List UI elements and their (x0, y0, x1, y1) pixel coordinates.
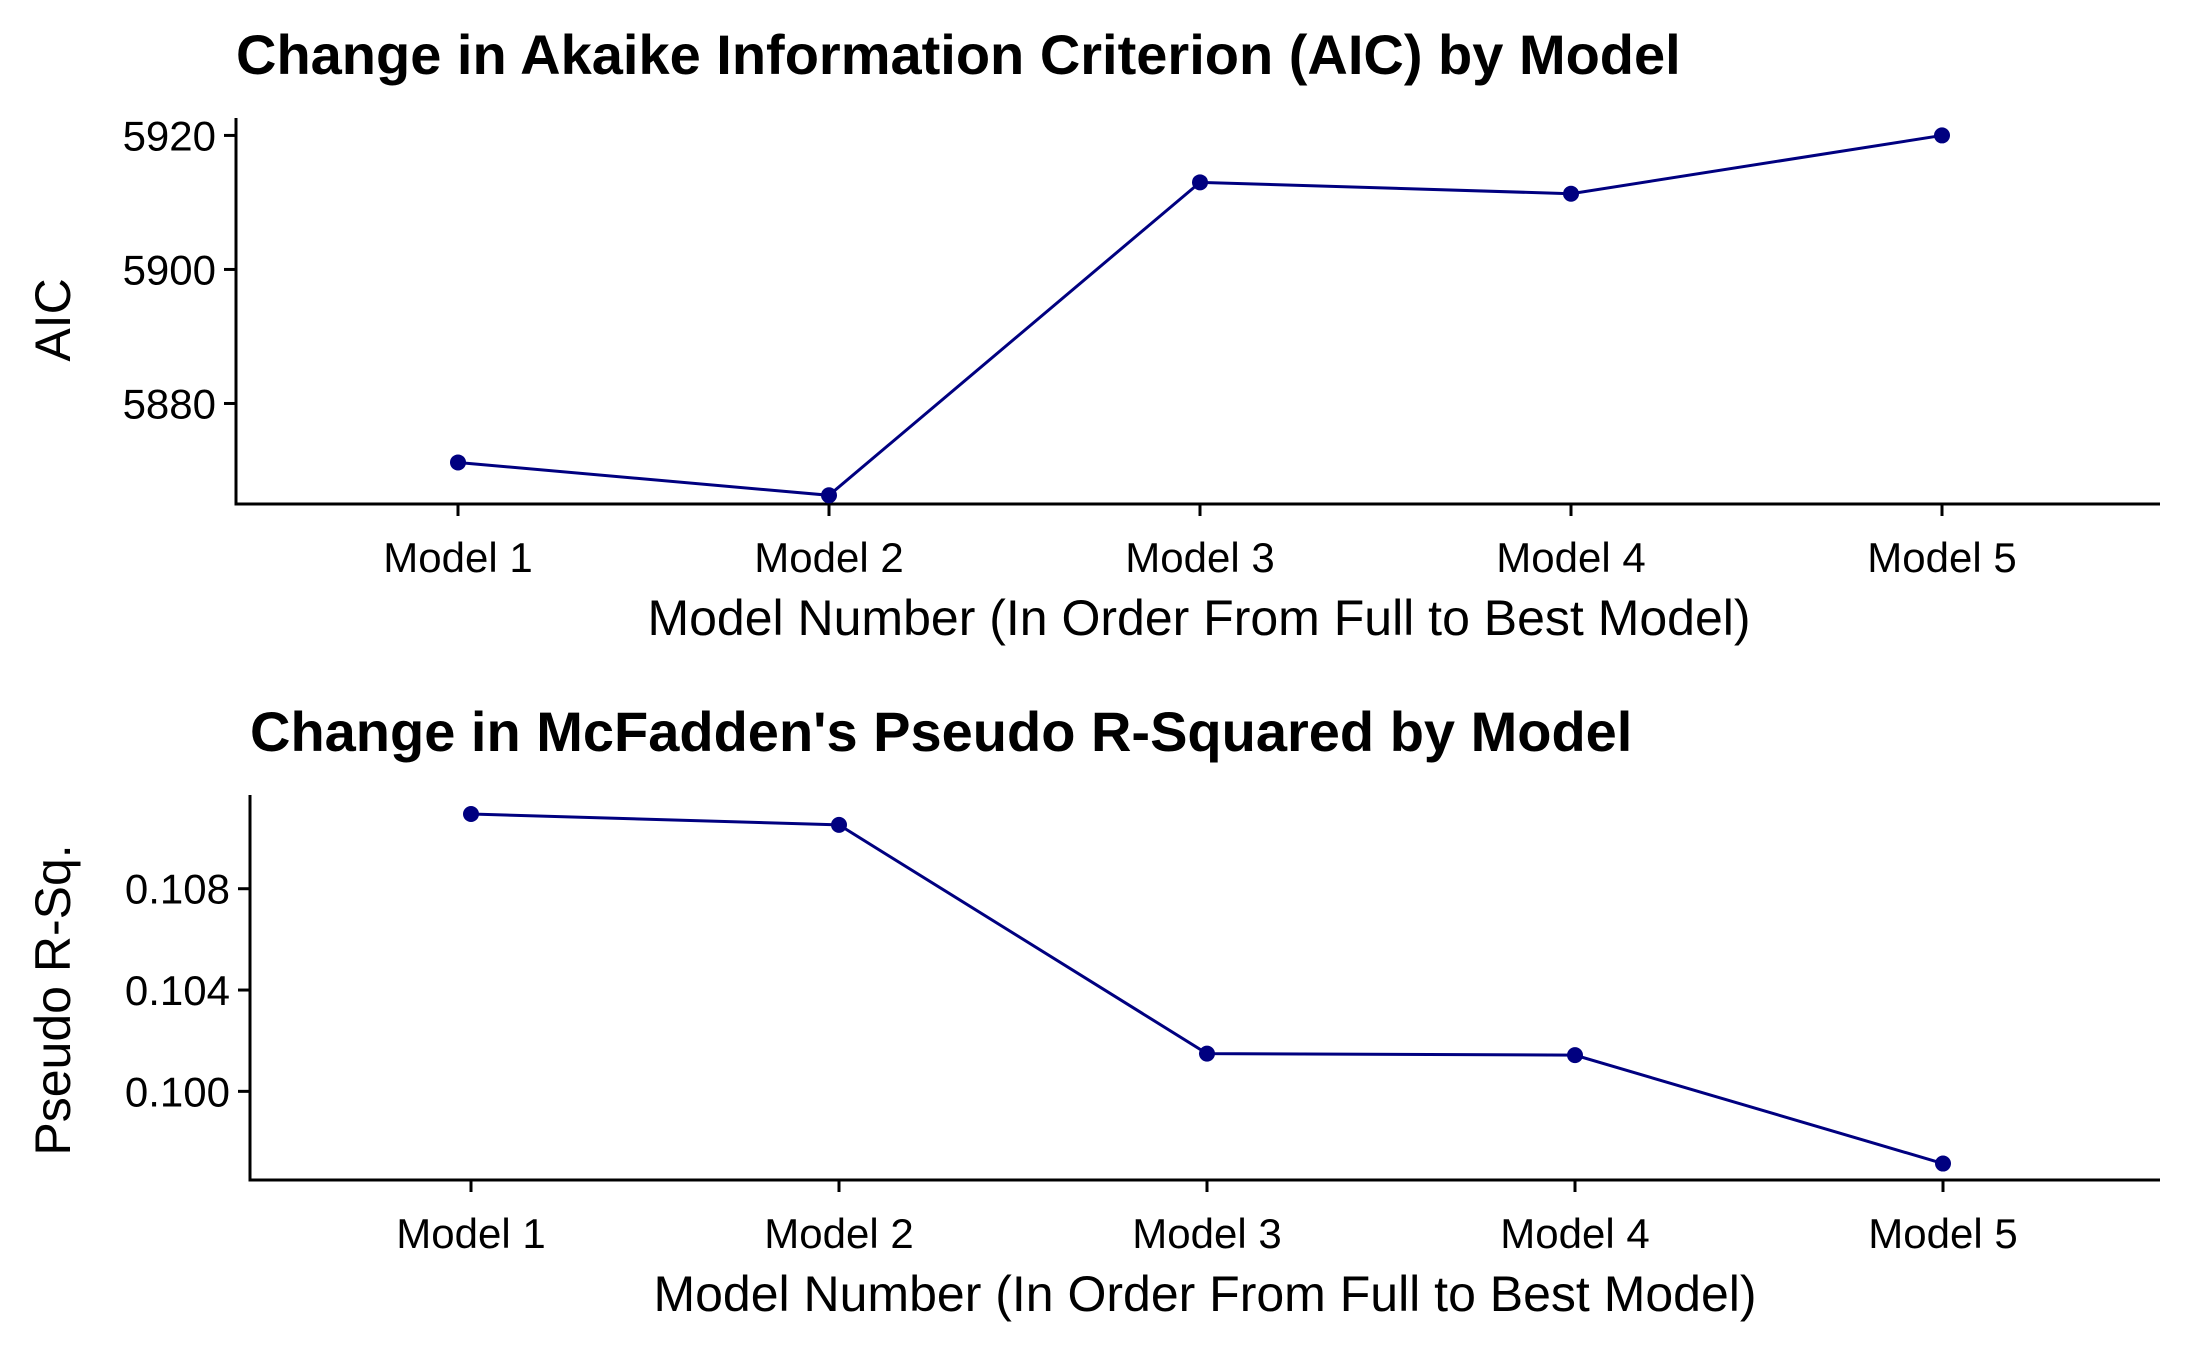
aic-data-point (1563, 185, 1579, 202)
pseudo-r2-series (463, 805, 1951, 1172)
aic-x-ticks: Model 1 Model 2 Model 3 Model 4 Model 5 (383, 504, 2017, 581)
pseudo-r2-data-point (1199, 1045, 1215, 1062)
aic-x-axis-title: Model Number (In Order From Full to Best… (647, 590, 1750, 646)
pseudo-r2-x-axis-title: Model Number (In Order From Full to Best… (653, 1266, 1756, 1322)
pseudo-r2-x-ticks: Model 1 Model 2 Model 3 Model 4 Model 5 (396, 1180, 2018, 1257)
pseudo-r2-x-tick-label: Model 5 (1868, 1210, 2017, 1257)
aic-axes (234, 118, 2160, 506)
aic-x-tick-label: Model 4 (1496, 534, 1645, 581)
aic-data-point (450, 454, 466, 471)
pseudo-r2-axis-lines (248, 795, 2160, 1182)
aic-data-point (1934, 127, 1950, 144)
pseudo-r2-data-point (463, 805, 479, 822)
pseudo-r2-y-tick-label: 0.108 (125, 866, 230, 913)
pseudo-r2-y-axis-title: Pseudo R-Sq. (25, 844, 81, 1155)
aic-x-tick-label: Model 1 (383, 534, 532, 581)
aic-y-tick-label: 5900 (123, 246, 216, 293)
aic-axis-lines (234, 118, 2160, 506)
pseudo-r2-chart-panel: Change in McFadden's Pseudo R-Squared by… (25, 700, 2160, 1322)
pseudo-r2-x-tick-label: Model 2 (764, 1210, 913, 1257)
aic-y-tick-label: 5880 (123, 380, 216, 427)
aic-chart-panel: Change in Akaike Information Criterion (… (25, 23, 2160, 646)
pseudo-r2-y-tick-label: 0.104 (125, 967, 230, 1014)
aic-y-axis-title: AIC (25, 278, 81, 361)
pseudo-r2-x-tick-label: Model 4 (1500, 1210, 1649, 1257)
aic-chart-title: Change in Akaike Information Criterion (… (236, 23, 1681, 86)
pseudo-r2-data-point (831, 816, 847, 833)
pseudo-r2-y-tick-label: 0.100 (125, 1068, 230, 1115)
pseudo-r2-x-tick-label: Model 3 (1132, 1210, 1281, 1257)
pseudo-r2-y-ticks: 0.100 0.104 0.108 (125, 866, 250, 1115)
aic-y-ticks: 5880 5900 5920 (123, 112, 236, 427)
pseudo-r2-x-tick-label: Model 1 (396, 1210, 545, 1257)
aic-x-tick-label: Model 5 (1867, 534, 2016, 581)
pseudo-r2-chart-title: Change in McFadden's Pseudo R-Squared by… (250, 700, 1632, 763)
pseudo-r2-data-point (1935, 1155, 1951, 1172)
aic-x-tick-label: Model 3 (1125, 534, 1274, 581)
aic-y-tick-label: 5920 (123, 112, 216, 159)
aic-x-tick-label: Model 2 (754, 534, 903, 581)
pseudo-r2-axes (248, 795, 2160, 1182)
aic-data-point (821, 487, 837, 504)
aic-data-point (1192, 174, 1208, 191)
aic-series (450, 127, 1950, 504)
pseudo-r2-data-point (1567, 1047, 1583, 1064)
